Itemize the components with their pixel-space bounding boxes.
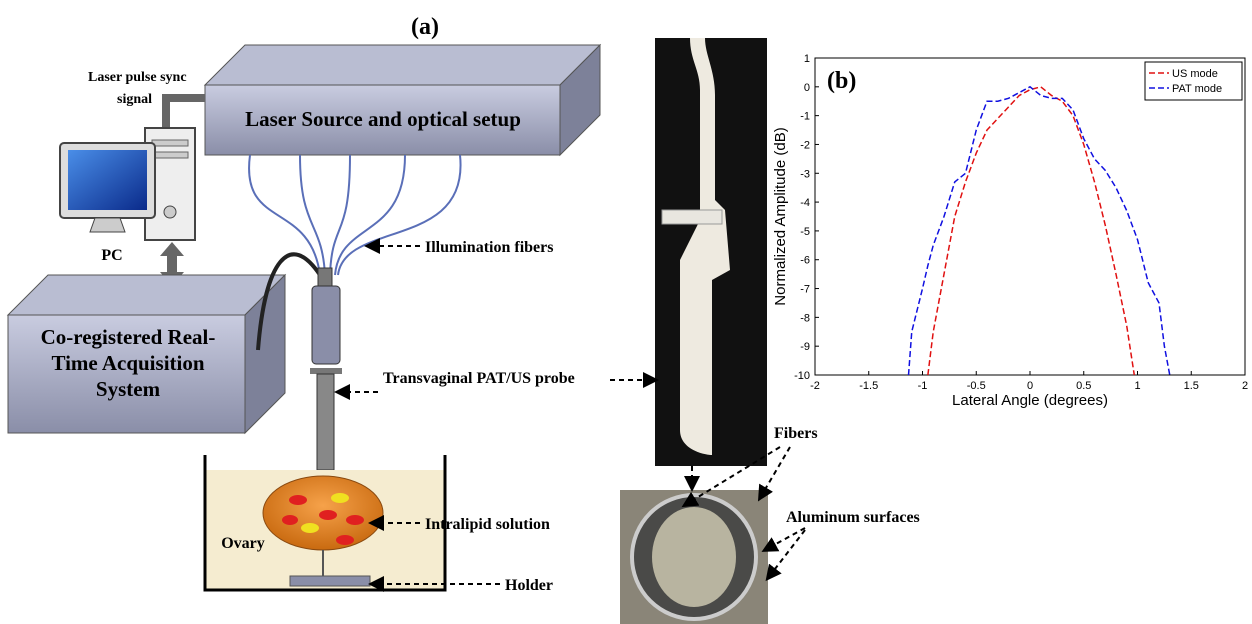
aluminum-label: Aluminum surfaces xyxy=(786,509,920,526)
pc-icon xyxy=(60,128,195,240)
illumination-label: Illumination fibers xyxy=(425,239,553,256)
y-tick-label: 1 xyxy=(804,53,810,65)
plot-frame xyxy=(815,58,1245,375)
x-axis-label: Lateral Angle (degrees) xyxy=(952,392,1108,409)
y-tick-label: -4 xyxy=(800,197,810,209)
holder-label: Holder xyxy=(505,577,553,594)
solution-label: Intralipid solution xyxy=(425,516,550,533)
probe-label: Transvaginal PAT/US probe xyxy=(383,370,575,387)
y-tick-label: -2 xyxy=(800,139,810,151)
laser-box xyxy=(205,45,600,155)
x-tick-label: 0.5 xyxy=(1076,380,1091,392)
y-tick-label: -9 xyxy=(800,341,810,353)
y-tick-label: -10 xyxy=(794,370,810,382)
x-tick-label: 1 xyxy=(1134,380,1140,392)
sync-label: Laser pulse sync xyxy=(88,70,187,85)
ovary-label: Ovary xyxy=(221,535,265,552)
y-tick-label: -1 xyxy=(800,111,810,123)
y-tick-label: 0 xyxy=(804,82,810,94)
pc-label: PC xyxy=(101,247,122,264)
y-axis-label: Normalized Amplitude (dB) xyxy=(772,127,789,305)
y-tick-label: -3 xyxy=(800,168,810,180)
panel-label: (a) xyxy=(411,14,439,40)
acquisition-label: Co-registered Real- xyxy=(41,325,216,349)
figure: Laser Source and optical setup (a) Laser… xyxy=(0,0,1252,624)
y-tick-label: -5 xyxy=(800,226,810,238)
x-tick-label: 0 xyxy=(1027,380,1033,392)
x-tick-label: -0.5 xyxy=(967,380,986,392)
acquisition-label: System xyxy=(96,377,161,401)
sync-connector xyxy=(166,98,205,128)
probe-photo xyxy=(655,38,767,466)
acquisition-label: Time Acquisition xyxy=(51,351,204,375)
sync-label: signal xyxy=(117,92,152,107)
x-tick-label: -1.5 xyxy=(859,380,878,392)
x-tick-label: -2 xyxy=(810,380,820,392)
x-tick-label: 1.5 xyxy=(1184,380,1199,392)
y-tick-label: -7 xyxy=(800,284,810,296)
x-tick-label: -1 xyxy=(918,380,928,392)
legend-label: US mode xyxy=(1172,68,1218,80)
y-tick-label: -8 xyxy=(800,312,810,324)
legend-label: PAT mode xyxy=(1172,83,1222,95)
laser-box-label: Laser Source and optical setup xyxy=(245,107,521,131)
fibers-label: Fibers xyxy=(774,425,818,442)
y-tick-label: -6 xyxy=(800,255,810,267)
probe xyxy=(310,268,342,470)
x-tick-label: 2 xyxy=(1242,380,1248,392)
chart-title: (b) xyxy=(827,68,856,94)
fibers xyxy=(249,155,461,275)
probe-tip-photo xyxy=(620,490,768,624)
